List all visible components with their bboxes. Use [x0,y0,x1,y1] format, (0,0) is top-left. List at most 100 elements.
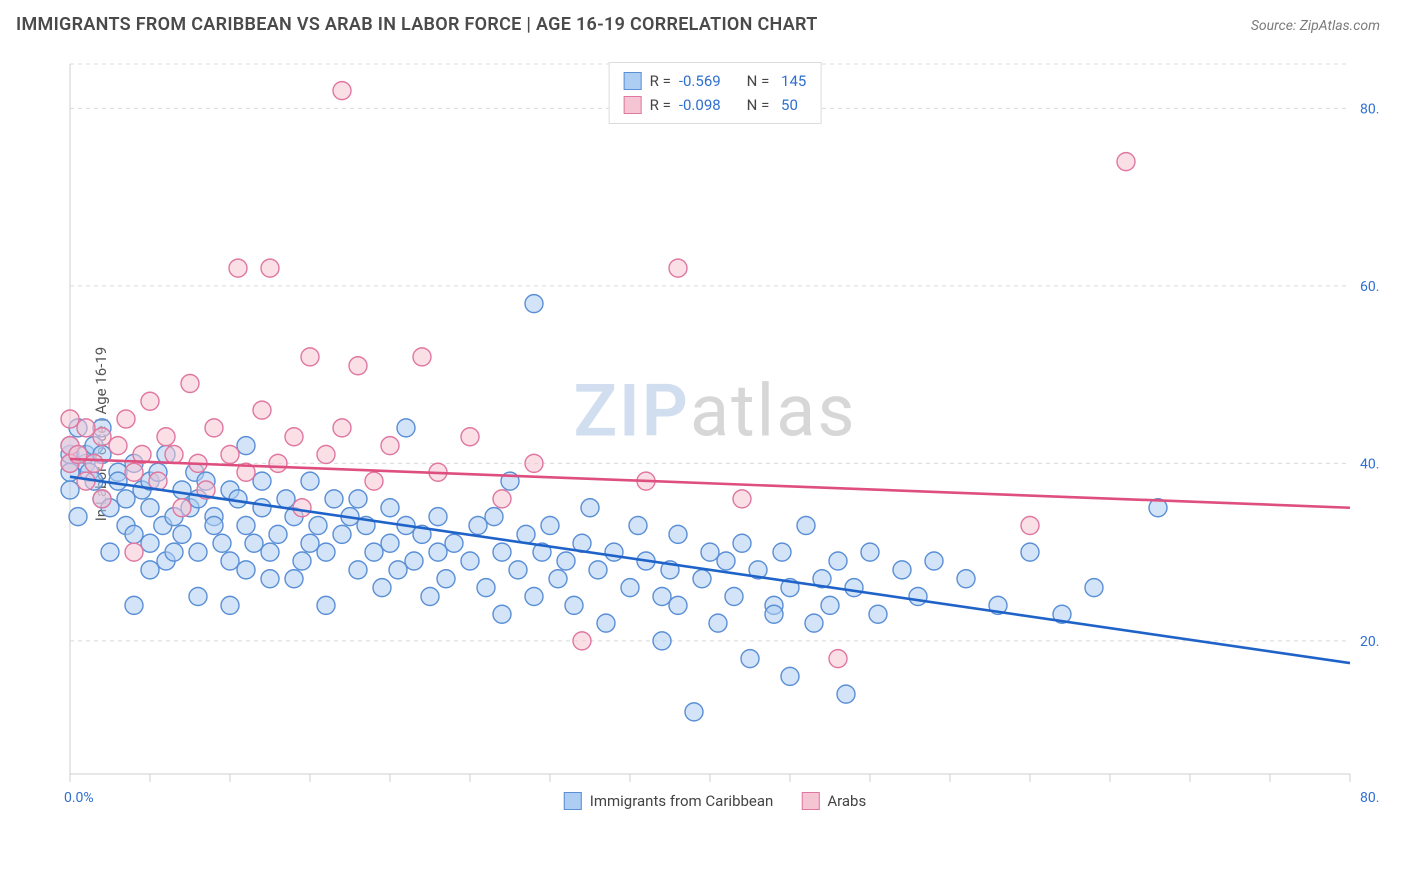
data-point [173,525,191,543]
data-point [693,570,711,588]
data-point [349,490,367,508]
data-point [493,490,511,508]
data-point [805,614,823,632]
data-point [173,499,191,517]
x-tick-label: 80.0% [1360,790,1380,806]
data-point [333,82,351,100]
data-point [461,428,479,446]
plot-svg: 20.0%40.0%60.0%80.0%0.0%80.0% [50,54,1380,814]
data-point [109,437,127,455]
data-point [333,419,351,437]
data-point [221,446,239,464]
data-point [301,472,319,490]
legend-r-label: R = [650,69,671,93]
stats-legend: R =-0.569N = 145R =-0.098N = 50 [609,62,822,124]
data-point [741,650,759,668]
data-point [205,517,223,535]
data-point [653,588,671,606]
data-point [253,401,271,419]
data-point [269,454,287,472]
scatter-chart: In Labor Force | Age 16-19 20.0%40.0%60.… [50,54,1380,814]
data-point [1085,579,1103,597]
data-point [173,481,191,499]
data-point [165,543,183,561]
legend-n-label: N = [747,69,770,93]
legend-swatch [801,792,819,810]
y-tick-label: 20.0% [1360,634,1380,650]
data-point [117,490,135,508]
data-point [117,410,135,428]
data-point [365,472,383,490]
legend-n-value: 50 [777,93,798,117]
data-point [773,543,791,561]
data-point [93,428,111,446]
data-point [829,552,847,570]
data-point [797,517,815,535]
data-point [325,490,343,508]
y-tick-label: 60.0% [1360,279,1380,295]
data-point [125,463,143,481]
data-point [517,525,535,543]
data-point [493,543,511,561]
data-point [597,614,615,632]
data-point [261,570,279,588]
data-point [845,579,863,597]
data-point [421,588,439,606]
data-point [669,525,687,543]
data-point [709,614,727,632]
data-point [61,410,79,428]
data-point [309,517,327,535]
y-tick-label: 40.0% [1360,456,1380,472]
data-point [125,543,143,561]
data-point [909,588,927,606]
data-point [605,543,623,561]
data-point [493,605,511,623]
data-point [405,552,423,570]
data-point [725,588,743,606]
data-point [429,508,447,526]
data-point [1021,543,1039,561]
data-point [349,357,367,375]
data-point [141,392,159,410]
data-point [837,685,855,703]
data-point [141,499,159,517]
data-point [237,561,255,579]
data-point [525,588,543,606]
data-point [245,534,263,552]
data-point [573,632,591,650]
data-point [293,499,311,517]
data-point [733,534,751,552]
data-point [317,543,335,561]
data-point [277,490,295,508]
data-point [253,472,271,490]
data-point [229,259,247,277]
data-point [381,499,399,517]
data-point [701,543,719,561]
data-point [125,525,143,543]
data-point [237,517,255,535]
data-point [165,446,183,464]
data-point [373,579,391,597]
data-point [653,632,671,650]
data-point [829,650,847,668]
data-point [669,259,687,277]
data-point [557,552,575,570]
data-point [733,490,751,508]
data-point [293,552,311,570]
data-point [189,588,207,606]
data-point [541,517,559,535]
data-point [141,534,159,552]
data-point [549,570,567,588]
data-point [477,579,495,597]
data-point [221,552,239,570]
data-point [285,428,303,446]
y-tick-label: 80.0% [1360,101,1380,117]
series-legend-label: Arabs [827,792,866,810]
series-legend-item: Arabs [801,792,866,810]
data-point [349,561,367,579]
data-point [621,579,639,597]
data-point [125,596,143,614]
legend-r-label: R = [650,93,671,117]
data-point [77,419,95,437]
data-point [229,490,247,508]
